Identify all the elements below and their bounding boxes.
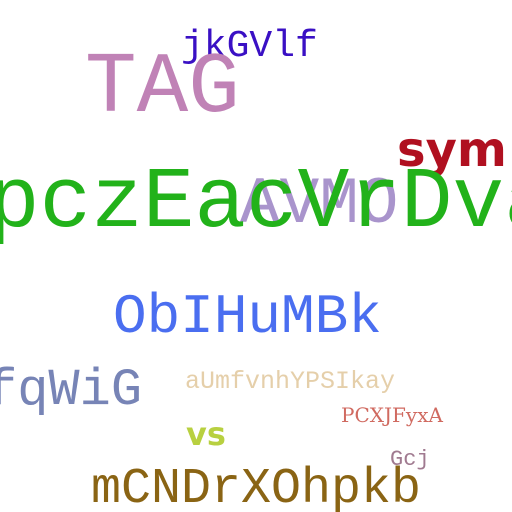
- word-avmo: AVMO: [240, 167, 399, 242]
- word-vs: vs: [186, 415, 226, 453]
- word-oblhumbk: ObIHuMBk: [113, 285, 382, 349]
- word-pczeacvrdva: pczEacVrDva: [0, 154, 512, 252]
- word-pcxjfyxa: PCXJFyxA: [341, 403, 443, 427]
- word-sym: sym: [397, 122, 507, 178]
- word-aumfvnhypsikay: aUmfvnhYPSIkay: [185, 367, 396, 396]
- word-fqwig: fqWiG: [0, 361, 143, 420]
- word-mcndrxohpkb: mCNDrXOhpkb: [91, 461, 422, 512]
- word-tag: TAG: [85, 39, 240, 137]
- word-jkgvlf: jkGVlf: [181, 25, 318, 68]
- word-gcj: Gcj: [390, 447, 430, 472]
